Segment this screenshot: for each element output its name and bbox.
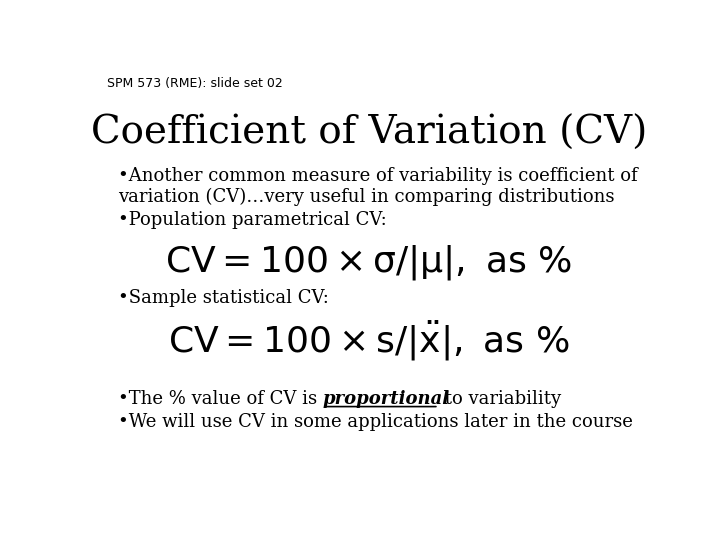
Text: $\mathrm{CV = 100 \times s/|\ddot{x}|,\ as\ \%}$: $\mathrm{CV = 100 \times s/|\ddot{x}|,\ … <box>168 319 570 363</box>
Text: •Another common measure of variability is coefficient of: •Another common measure of variability i… <box>118 167 637 185</box>
Text: SPM 573 (RME): slide set 02: SPM 573 (RME): slide set 02 <box>107 77 282 90</box>
Text: •Sample statistical CV:: •Sample statistical CV: <box>118 288 329 307</box>
Text: •We will use CV in some applications later in the course: •We will use CV in some applications lat… <box>118 413 633 431</box>
Text: $\mathrm{CV = 100 \times \sigma/|\mu|,\ as\ \%}$: $\mathrm{CV = 100 \times \sigma/|\mu|,\ … <box>166 243 572 282</box>
Text: variation (CV)…very useful in comparing distributions: variation (CV)…very useful in comparing … <box>118 187 614 206</box>
Text: Coefficient of Variation (CV): Coefficient of Variation (CV) <box>91 114 647 152</box>
Text: •The % value of CV is: •The % value of CV is <box>118 390 323 408</box>
Text: to variability: to variability <box>438 390 561 408</box>
Text: •Population parametrical CV:: •Population parametrical CV: <box>118 211 387 229</box>
Text: proportional: proportional <box>322 390 449 408</box>
